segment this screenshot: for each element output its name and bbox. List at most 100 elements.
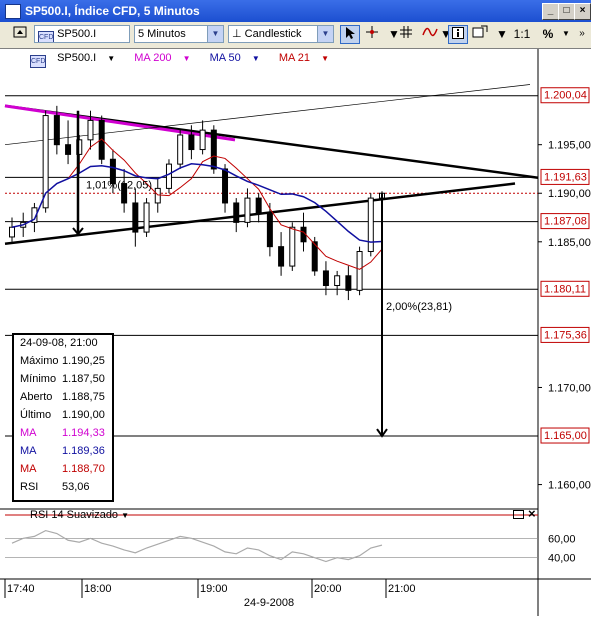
legend-ma21[interactable]: MA 21 ▼	[279, 52, 337, 64]
candle-body	[278, 246, 285, 267]
data-row-label: MA	[20, 463, 37, 475]
data-row-value: 1.188,75	[62, 391, 105, 403]
candle-body	[289, 226, 296, 267]
title-bar: SP500.I, Índice CFD, 5 Minutos _ □ ×	[0, 0, 591, 22]
legend-ma50-label: MA 50	[209, 52, 241, 64]
grid-icon[interactable]	[396, 25, 416, 44]
cfd-icon: CFD	[38, 31, 54, 42]
data-row-value: 1.187,50	[62, 373, 105, 385]
rsi-tick-label: 40,00	[548, 553, 576, 565]
minimize-button[interactable]: _	[542, 3, 559, 20]
level-label: 1.191,63	[544, 171, 587, 183]
candle-body	[53, 115, 60, 146]
rsi-panel: 60,00 40,00	[5, 514, 576, 565]
data-row-label: Aberto	[20, 391, 53, 403]
chart-type-value: Candlestick	[244, 28, 302, 40]
chevron-down-icon[interactable]: ▼	[251, 54, 260, 63]
candlestick-icon: ⊥	[232, 28, 242, 40]
legend-ma200[interactable]: MA 200 ▼	[134, 52, 198, 64]
candle-body	[345, 275, 352, 291]
candle-body	[222, 168, 229, 204]
small-arrow-icon[interactable]: ▼	[388, 27, 400, 41]
percent-button[interactable]: %	[542, 27, 554, 41]
small-arrow-icon[interactable]: ▼	[496, 27, 508, 41]
time-tick-label: 18:00	[84, 583, 112, 595]
chevron-down-icon[interactable]: ▼	[182, 54, 191, 63]
info-icon[interactable]	[448, 25, 468, 44]
legend-symbol[interactable]: CFD SP500.I ▼	[30, 52, 126, 68]
price-chart[interactable]: 1,01%(12,05) 2,00%(23,81) 1.200,04 1.191,6…	[0, 49, 591, 616]
rsi-indicator-label[interactable]: RSI 14 Suavizado ▼	[30, 509, 129, 521]
chevron-down-icon[interactable]: ▼	[207, 26, 223, 42]
candle-body	[165, 163, 172, 189]
legend-ma200-label: MA 200	[134, 52, 172, 64]
small-arrow-icon[interactable]: ▼	[440, 27, 452, 41]
time-tick-label: 20:00	[314, 583, 342, 595]
close-panel-icon[interactable]: ×	[528, 506, 536, 521]
crosshair-icon[interactable]	[362, 25, 382, 44]
ratio-button[interactable]: 1:1	[513, 27, 531, 41]
chart-grid	[0, 49, 591, 616]
candle-body	[322, 270, 329, 287]
price-tick-label: 1.195,00	[548, 140, 591, 152]
chart-app-icon	[5, 4, 21, 19]
chart-area[interactable]: 1,01%(12,05) 2,00%(23,81) 1.200,04 1.191,6…	[0, 48, 591, 616]
data-row: Último 1.190,00	[20, 409, 110, 425]
expand-icon[interactable]	[10, 25, 30, 44]
data-row: Máximo 1.190,25	[20, 355, 110, 371]
maximize-panel-icon[interactable]	[513, 510, 524, 519]
indicator-icon[interactable]	[420, 25, 440, 44]
candle-body	[121, 183, 128, 204]
chart-type-select[interactable]: ⊥ Candlestick ▼	[228, 25, 334, 43]
data-row-label: MA	[20, 445, 37, 457]
chevron-down-icon[interactable]: ▼	[317, 26, 333, 42]
time-tick-label: 21:00	[388, 583, 416, 595]
chevron-down-icon[interactable]: ▼	[321, 54, 330, 63]
candle-body	[334, 275, 341, 287]
annotations: 1,01%(12,05) 2,00%(23,81)	[72, 110, 452, 438]
rsi-tick-label: 60,00	[548, 533, 576, 545]
data-row-value: 1.189,36	[62, 445, 105, 457]
candle-body	[266, 212, 273, 248]
rsi-label-text: RSI 14 Suavizado	[30, 509, 119, 521]
settings-icon[interactable]	[470, 25, 490, 44]
data-row-label: RSI	[20, 481, 39, 493]
data-row-label: MA	[20, 427, 37, 439]
candle-body	[244, 197, 251, 223]
data-row: Mínimo 1.187,50	[20, 373, 110, 389]
time-tick-label: 19:00	[200, 583, 228, 595]
ma21-line	[11, 138, 383, 270]
candle-body	[188, 134, 195, 151]
level-label-box	[540, 87, 590, 104]
chevron-down-icon[interactable]: ▼	[121, 511, 130, 520]
candle-body	[255, 197, 262, 214]
candle-body	[356, 251, 363, 291]
data-row-value: 53,06	[62, 481, 90, 493]
close-button[interactable]: ×	[574, 3, 591, 20]
time-axis: 17:40 18:00 19:00 20:00 21:00	[4, 579, 416, 598]
level-label-box	[540, 280, 590, 297]
interval-select[interactable]: 5 Minutos ▼	[134, 25, 224, 43]
cfd-icon: CFD	[30, 55, 46, 68]
data-row: MA 1.194,33	[20, 427, 110, 443]
lower-trend-line	[4, 182, 516, 245]
symbol-field[interactable]: CFD SP500.I	[34, 25, 130, 43]
candle-body	[109, 158, 116, 185]
data-row-value: 1.194,33	[62, 427, 105, 439]
legend-ma50[interactable]: MA 50 ▼	[210, 52, 268, 64]
candles	[9, 105, 385, 301]
maximize-button[interactable]: □	[558, 3, 575, 20]
price-tick-label: 1.185,00	[548, 237, 591, 249]
candle-body	[132, 202, 139, 233]
chevron-down-icon[interactable]: ▼	[562, 29, 570, 38]
candle-body	[367, 197, 374, 253]
data-row-value: 1.190,25	[62, 355, 105, 367]
pointer-icon[interactable]	[340, 25, 360, 44]
price-tick-label: 1.160,00	[548, 480, 591, 492]
chart-legend: CFD SP500.I ▼ MA 200 ▼ MA 50 ▼ MA 21 ▼	[30, 52, 345, 68]
overflow-chevron-icon[interactable]: »	[579, 28, 585, 39]
price-tick-label: 1.170,00	[548, 382, 591, 394]
candle-body	[233, 202, 240, 223]
chevron-down-icon[interactable]: ▼	[107, 54, 116, 63]
